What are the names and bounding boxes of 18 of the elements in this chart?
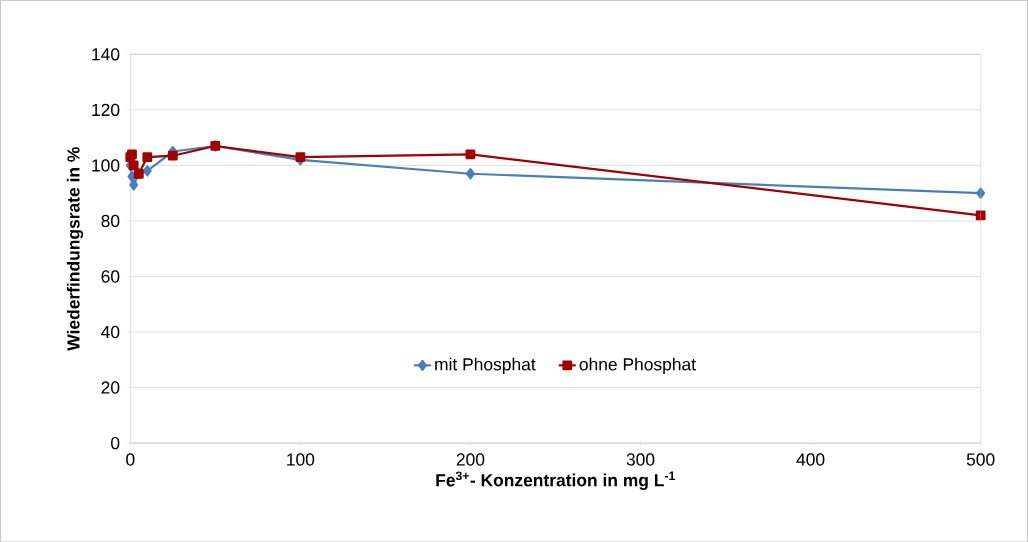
- x-tick-label: 300: [626, 453, 655, 466]
- y-tick-label: 20: [101, 381, 120, 394]
- y-tick-label: 80: [101, 214, 120, 227]
- x-tick-label: 200: [456, 453, 485, 466]
- y-tick-label: 0: [111, 436, 120, 450]
- legend-label: ohne Phosphat: [579, 357, 696, 374]
- x-axis-title: Fe$^{3+}$- Konzentration in mg L$^{-1}$: [436, 471, 675, 490]
- y-tick-label: 60: [101, 270, 120, 283]
- y-axis-title: Wiederfindungsrate in %: [66, 146, 84, 351]
- y-tick-label: 120: [92, 103, 120, 116]
- x-tick-label: 0: [126, 453, 135, 466]
- x-tick-label: 500: [966, 453, 995, 466]
- y-tick-label: 40: [101, 325, 120, 338]
- x-tick-label: 100: [287, 453, 315, 466]
- x-tick-label: 400: [796, 453, 825, 466]
- legend-label: mit Phosphat: [435, 357, 536, 374]
- y-tick-label: 100: [92, 159, 120, 172]
- y-tick-label: 140: [92, 48, 120, 61]
